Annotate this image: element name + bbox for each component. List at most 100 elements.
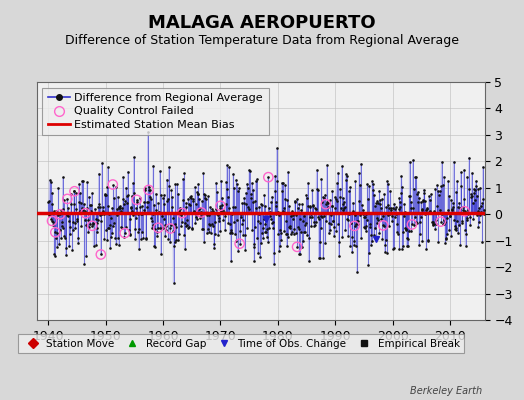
Point [432, 217, 440, 224]
Point [212, 188, 221, 195]
Point [48, 218, 56, 224]
Point [216, 203, 225, 209]
Point [122, 185, 130, 191]
Point [66, 224, 74, 230]
Point [234, 210, 243, 216]
Point [136, 236, 145, 242]
Point [267, 199, 276, 205]
Point [143, 199, 151, 206]
Point [46, 177, 54, 184]
Point [115, 205, 123, 211]
Point [174, 208, 183, 214]
Point [111, 210, 119, 216]
Point [205, 220, 214, 227]
Point [361, 214, 369, 220]
Point [382, 237, 390, 243]
Point [407, 228, 415, 234]
Point [439, 174, 447, 180]
Point [231, 231, 239, 238]
Point [421, 210, 430, 217]
Point [202, 230, 211, 236]
Point [88, 190, 96, 197]
Point [256, 254, 264, 261]
Point [245, 206, 253, 212]
Point [375, 188, 383, 194]
Point [59, 174, 67, 181]
Point [304, 258, 313, 264]
Point [78, 178, 86, 184]
Point [413, 199, 422, 206]
Point [370, 225, 379, 232]
Point [151, 226, 160, 232]
Point [284, 234, 292, 240]
Point [80, 261, 88, 267]
Point [128, 208, 137, 214]
Point [103, 236, 111, 243]
Point [177, 223, 185, 229]
Point [362, 211, 370, 218]
Point [189, 198, 197, 204]
Point [312, 219, 320, 225]
Point [71, 220, 80, 226]
Point [249, 187, 257, 194]
Point [264, 174, 272, 180]
Point [340, 195, 348, 202]
Point [214, 214, 223, 221]
Point [92, 241, 100, 248]
Point [270, 250, 278, 256]
Point [381, 204, 390, 210]
Point [221, 227, 229, 233]
Point [301, 192, 310, 198]
Point [477, 203, 485, 210]
Point [354, 221, 362, 227]
Point [435, 206, 444, 213]
Point [376, 201, 384, 207]
Point [395, 195, 403, 201]
Point [127, 204, 135, 211]
Point [389, 244, 398, 251]
Point [243, 181, 252, 187]
Point [340, 198, 348, 205]
Point [149, 211, 157, 217]
Point [384, 202, 392, 208]
Point [392, 221, 401, 228]
Point [300, 229, 308, 235]
Point [234, 188, 243, 194]
Point [471, 197, 479, 204]
Point [358, 210, 366, 216]
Point [118, 174, 127, 180]
Point [76, 190, 84, 196]
Point [131, 236, 139, 242]
Point [321, 191, 330, 198]
Point [146, 187, 154, 193]
Point [275, 248, 283, 254]
Point [477, 209, 486, 215]
Point [460, 196, 468, 202]
Point [174, 190, 182, 197]
Point [141, 236, 150, 242]
Point [305, 235, 313, 241]
Point [347, 220, 355, 226]
Point [166, 225, 174, 232]
Point [182, 223, 191, 229]
Point [440, 221, 449, 227]
Point [292, 195, 301, 202]
Point [376, 197, 385, 204]
Point [140, 207, 148, 214]
Point [405, 228, 413, 234]
Point [440, 216, 448, 223]
Point [261, 203, 269, 210]
Point [91, 210, 99, 216]
Point [479, 210, 488, 217]
Point [206, 204, 214, 210]
Point [213, 211, 221, 217]
Point [306, 204, 314, 210]
Point [161, 233, 169, 240]
Point [86, 221, 94, 227]
Point [367, 232, 376, 238]
Point [371, 203, 379, 209]
Point [329, 188, 337, 194]
Point [283, 243, 291, 249]
Point [341, 204, 350, 210]
Point [251, 224, 259, 230]
